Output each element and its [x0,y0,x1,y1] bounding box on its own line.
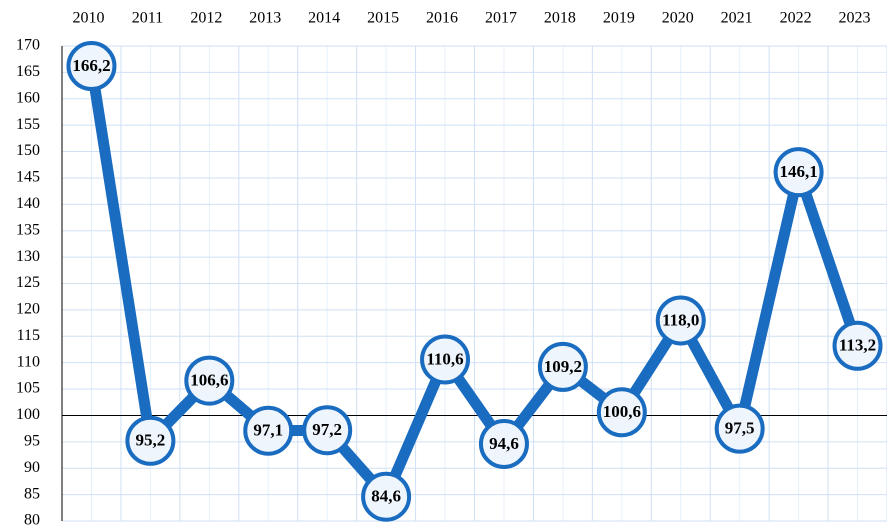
marker [66,41,117,92]
y-tick-label: 160 [16,89,40,106]
y-tick-label: 105 [16,380,40,397]
y-tick-label: 90 [24,459,40,476]
x-tick-label: 2013 [249,10,281,27]
data-label: 95,2 [136,431,166,450]
data-label: 84,6 [371,487,401,506]
data-label: 97,5 [725,419,755,438]
y-tick-label: 80 [24,512,40,527]
data-label: 118,0 [662,310,699,329]
marker [832,320,883,371]
data-label: 166,2 [72,56,110,75]
y-tick-label: 115 [17,327,40,344]
data-label: 106,6 [190,371,228,390]
marker [302,405,353,456]
marker [773,147,824,198]
x-tick-label: 2018 [544,10,576,27]
marker [243,405,294,456]
marker [478,418,529,469]
data-label: 100,6 [603,402,641,421]
y-tick-label: 145 [16,169,40,186]
data-label: 97,1 [253,421,283,440]
y-tick-label: 125 [16,274,40,291]
y-tick-label: 165 [16,63,40,80]
data-label: 94,6 [489,434,519,453]
data-label: 109,2 [544,357,582,376]
marker [420,334,471,385]
y-tick-label: 170 [16,37,40,54]
y-tick-label: 155 [16,116,40,133]
data-label: 97,2 [312,420,342,439]
y-tick-label: 150 [16,142,40,159]
x-tick-label: 2019 [603,10,635,27]
marker [125,415,176,466]
x-tick-label: 2021 [721,10,753,27]
x-tick-label: 2011 [132,10,163,27]
x-tick-label: 2016 [426,10,458,27]
y-tick-label: 140 [16,195,40,212]
marker [184,355,235,406]
x-tick-label: 2014 [308,10,340,27]
marker [361,471,412,522]
x-tick-label: 2022 [780,10,812,27]
y-tick-label: 130 [16,248,40,265]
x-tick-label: 2020 [662,10,694,27]
x-tick-label: 2015 [367,10,399,27]
y-tick-label: 120 [16,301,40,318]
data-label: 110,6 [426,349,463,368]
y-tick-label: 110 [17,353,40,370]
y-tick-label: 100 [16,406,40,423]
x-tick-label: 2017 [485,10,517,27]
data-label: 146,1 [779,162,817,181]
marker [714,403,765,454]
marker [596,387,647,438]
x-tick-label: 2012 [190,10,222,27]
marker [655,295,706,346]
y-tick-label: 85 [24,485,40,502]
grid [61,45,887,522]
x-tick-label: 2010 [72,10,104,27]
y-tick-label: 95 [24,433,40,450]
data-label: 113,2 [839,336,876,355]
marker [537,341,588,392]
x-tick-label: 2023 [839,10,871,27]
y-tick-label: 135 [16,221,40,238]
